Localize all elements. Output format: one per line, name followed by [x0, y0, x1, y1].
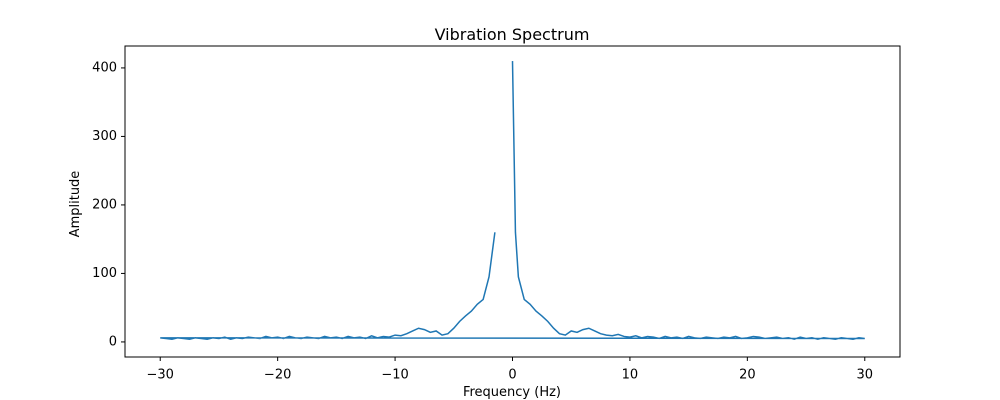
y-tick-label: 0	[109, 334, 117, 349]
x-tick-label: −20	[264, 368, 291, 383]
y-tick-label: 200	[92, 197, 117, 212]
x-tick-label: 10	[622, 368, 639, 383]
x-tick-label: 30	[856, 368, 873, 383]
data-line	[160, 61, 865, 340]
x-tick-label: −30	[147, 368, 174, 383]
plot-frame	[124, 45, 901, 358]
x-axis-label: Frequency (Hz)	[463, 385, 561, 400]
y-tick-label: 100	[92, 266, 117, 281]
y-tick-label: 300	[92, 129, 117, 144]
y-axis-label: Amplitude	[68, 171, 83, 238]
chart-title: Vibration Spectrum	[435, 25, 590, 44]
x-tick-label: 0	[508, 368, 516, 383]
x-tick-label: 20	[739, 368, 756, 383]
y-tick-label: 400	[92, 60, 117, 75]
x-tick-label: −10	[381, 368, 408, 383]
